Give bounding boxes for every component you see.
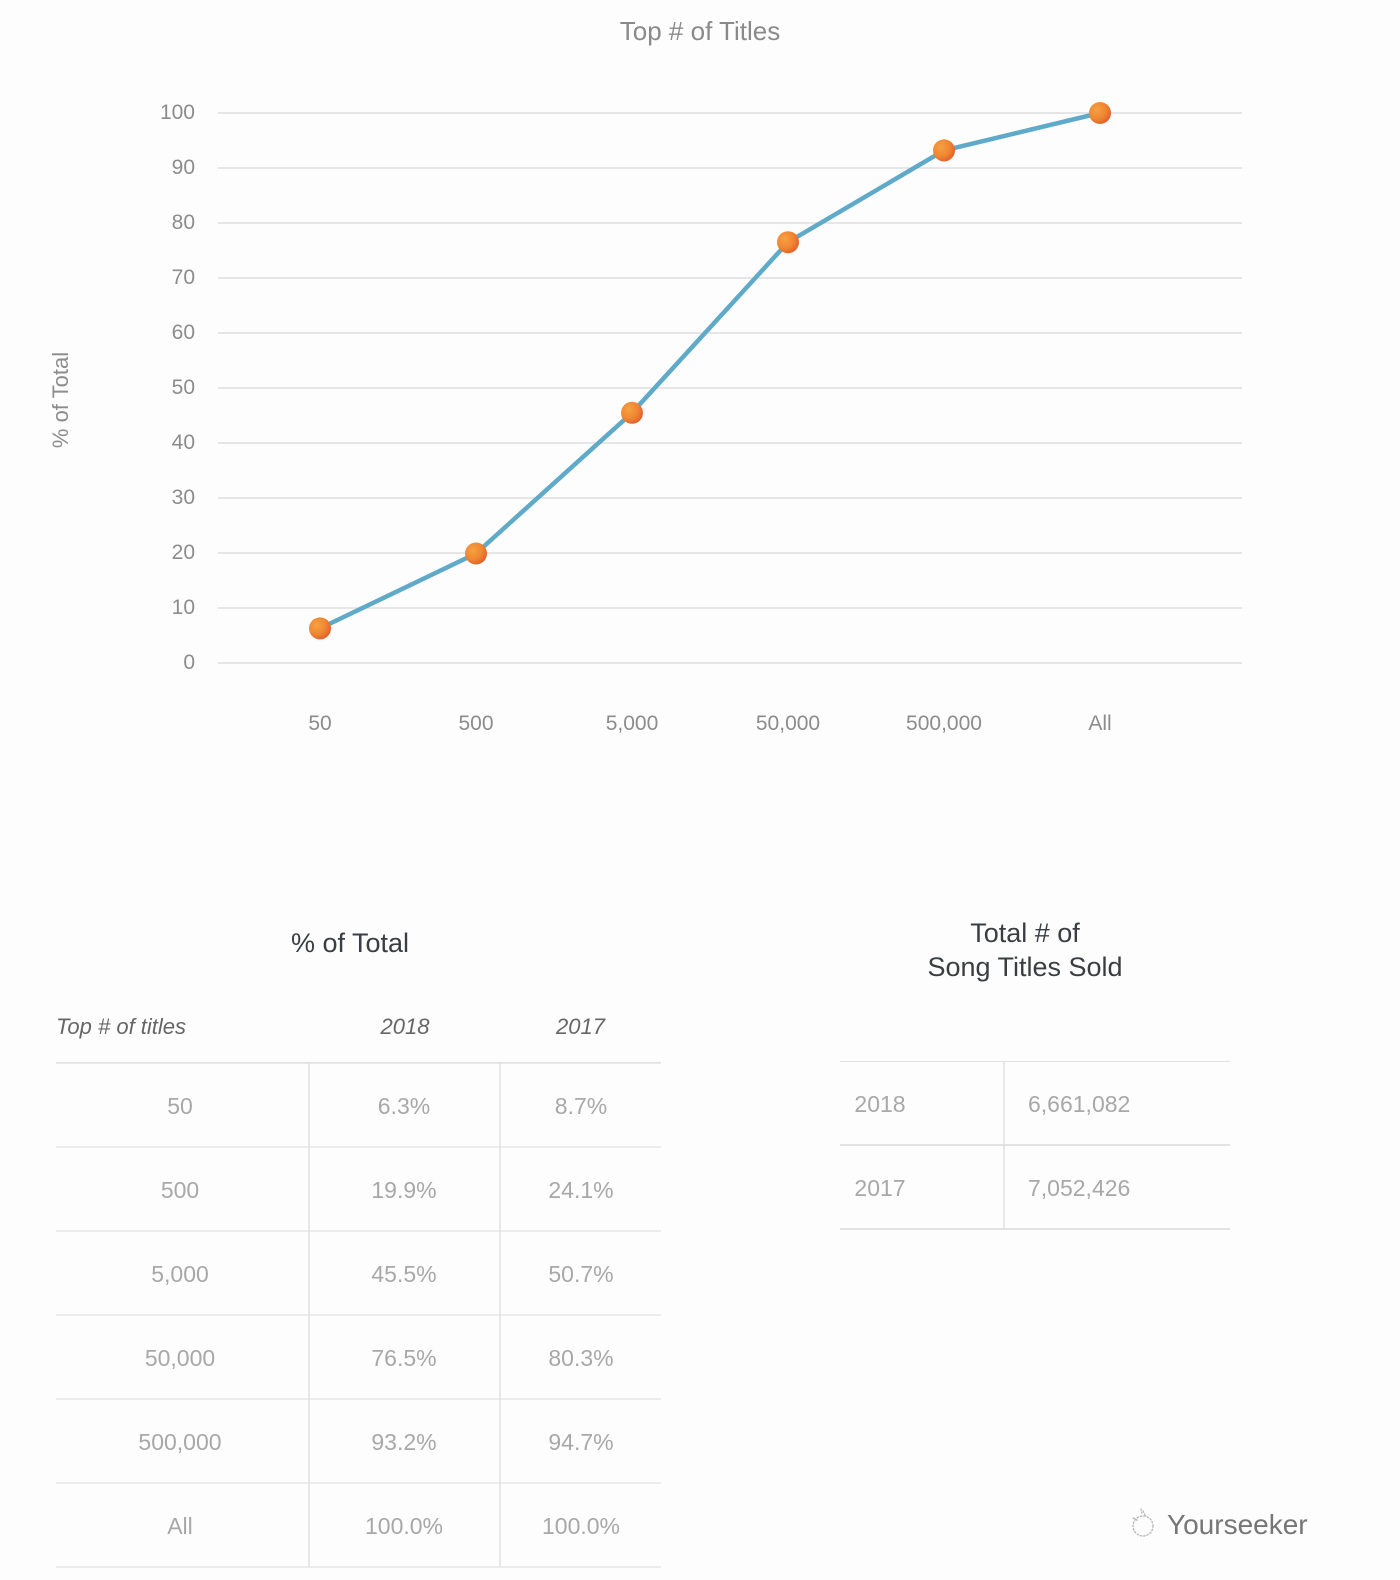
svg-text:94.7%: 94.7% [548,1429,613,1455]
svg-text:500: 500 [458,712,493,735]
svg-text:% of Total: % of Total [48,352,73,448]
svg-text:80.3%: 80.3% [548,1345,613,1371]
svg-text:10: 10 [172,596,195,619]
svg-text:93.2%: 93.2% [371,1429,436,1455]
svg-text:50.7%: 50.7% [548,1261,613,1287]
svg-text:All: All [167,1513,193,1539]
svg-text:2018: 2018 [854,1091,905,1117]
svg-text:5,000: 5,000 [151,1261,209,1287]
svg-text:0: 0 [183,651,195,674]
svg-text:100.0%: 100.0% [542,1513,620,1539]
svg-text:8.7%: 8.7% [555,1093,607,1119]
svg-text:45.5%: 45.5% [371,1261,436,1287]
svg-text:60: 60 [172,321,195,344]
svg-text:40: 40 [172,431,195,454]
svg-text:90: 90 [172,156,195,179]
svg-text:50: 50 [308,712,331,735]
svg-text:7,052,426: 7,052,426 [1028,1175,1130,1201]
svg-text:100.0%: 100.0% [365,1513,443,1539]
svg-text:500,000: 500,000 [138,1429,221,1455]
svg-text:5,000: 5,000 [606,712,659,735]
svg-text:50,000: 50,000 [756,712,820,735]
svg-text:100: 100 [160,101,195,124]
svg-text:All: All [1088,712,1111,735]
svg-text:19.9%: 19.9% [371,1177,436,1203]
svg-text:2017: 2017 [854,1175,905,1201]
svg-text:50: 50 [167,1093,193,1119]
svg-text:500,000: 500,000 [906,712,982,735]
svg-text:24.1%: 24.1% [548,1177,613,1203]
svg-text:500: 500 [161,1177,199,1203]
svg-text:80: 80 [172,211,195,234]
svg-text:76.5%: 76.5% [371,1345,436,1371]
svg-text:70: 70 [172,266,195,289]
svg-text:50: 50 [172,376,195,399]
svg-text:50,000: 50,000 [145,1345,215,1371]
svg-text:6.3%: 6.3% [378,1093,430,1119]
svg-text:30: 30 [172,486,195,509]
svg-text:6,661,082: 6,661,082 [1028,1091,1130,1117]
svg-text:20: 20 [172,541,195,564]
